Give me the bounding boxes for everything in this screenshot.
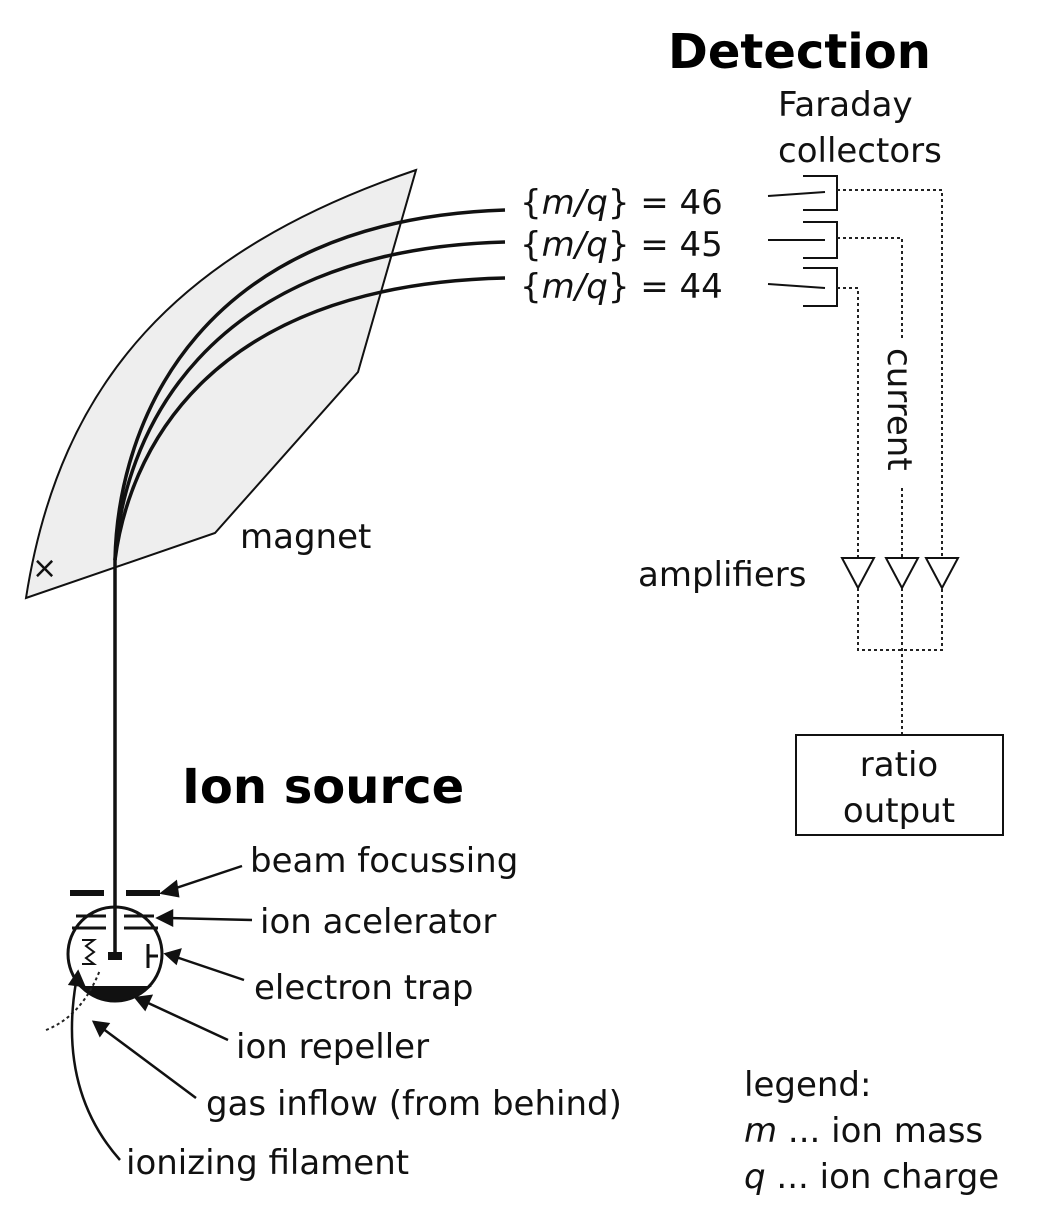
amplifier-output-lines xyxy=(857,588,943,735)
beam-focussing-label: beam focussing xyxy=(250,841,518,881)
ion-beam-46 xyxy=(113,208,506,561)
current-line-45 xyxy=(837,237,903,558)
ratio-output-box xyxy=(795,734,1004,836)
beam-to-collector-44 xyxy=(767,283,826,289)
ion-source-title: Ion source xyxy=(182,759,464,815)
legend-q: q ... ion charge xyxy=(744,1157,999,1197)
amplifiers-label: amplifiers xyxy=(638,555,806,595)
detection-title: Detection xyxy=(668,24,931,80)
ion-accelerator-label: ion acelerator xyxy=(260,902,496,942)
beam-to-collector-46 xyxy=(767,191,826,197)
source-arrows xyxy=(67,864,253,1161)
magnet-label: magnet xyxy=(240,517,371,557)
gas-inflow-path xyxy=(45,969,101,1031)
magnet-mark: × xyxy=(32,551,57,586)
ionizing-filament-coil xyxy=(82,939,97,965)
faraday-collector-46 xyxy=(803,175,838,211)
current-label: current xyxy=(879,348,919,471)
amplifier-44 xyxy=(840,557,876,591)
faraday-label-line1: Faraday xyxy=(778,85,913,125)
ion-beam-origin xyxy=(108,952,122,960)
faraday-label-line2: collectors xyxy=(778,131,942,171)
current-line-46 xyxy=(837,189,943,558)
electron-trap-label: electron trap xyxy=(254,968,473,1008)
ion-repeller-label: ion repeller xyxy=(236,1027,429,1067)
ratio-output-line2: output xyxy=(843,791,955,831)
amplifier-46 xyxy=(924,557,960,591)
ratio-output-line1: ratio xyxy=(860,745,938,785)
beam-label-45: {m/q} = 45 xyxy=(520,225,723,265)
ionizing-filament-label: ionizing filament xyxy=(126,1143,409,1183)
ion-beam-45 xyxy=(113,240,506,561)
legend-m: m ... ion mass xyxy=(744,1111,983,1151)
amplifier-45 xyxy=(884,557,920,591)
beam-label-46: {m/q} = 46 xyxy=(520,183,723,223)
beam-label-44: {m/q} = 44 xyxy=(520,267,723,307)
legend-title: legend: xyxy=(744,1065,871,1105)
electron-trap xyxy=(146,944,158,968)
faraday-collector-45 xyxy=(803,221,838,259)
gas-inflow-label: gas inflow (from behind) xyxy=(206,1084,622,1124)
ion-repeller-plate xyxy=(78,986,152,1001)
current-line-44 xyxy=(837,287,859,558)
ion-beam-44 xyxy=(113,276,506,561)
